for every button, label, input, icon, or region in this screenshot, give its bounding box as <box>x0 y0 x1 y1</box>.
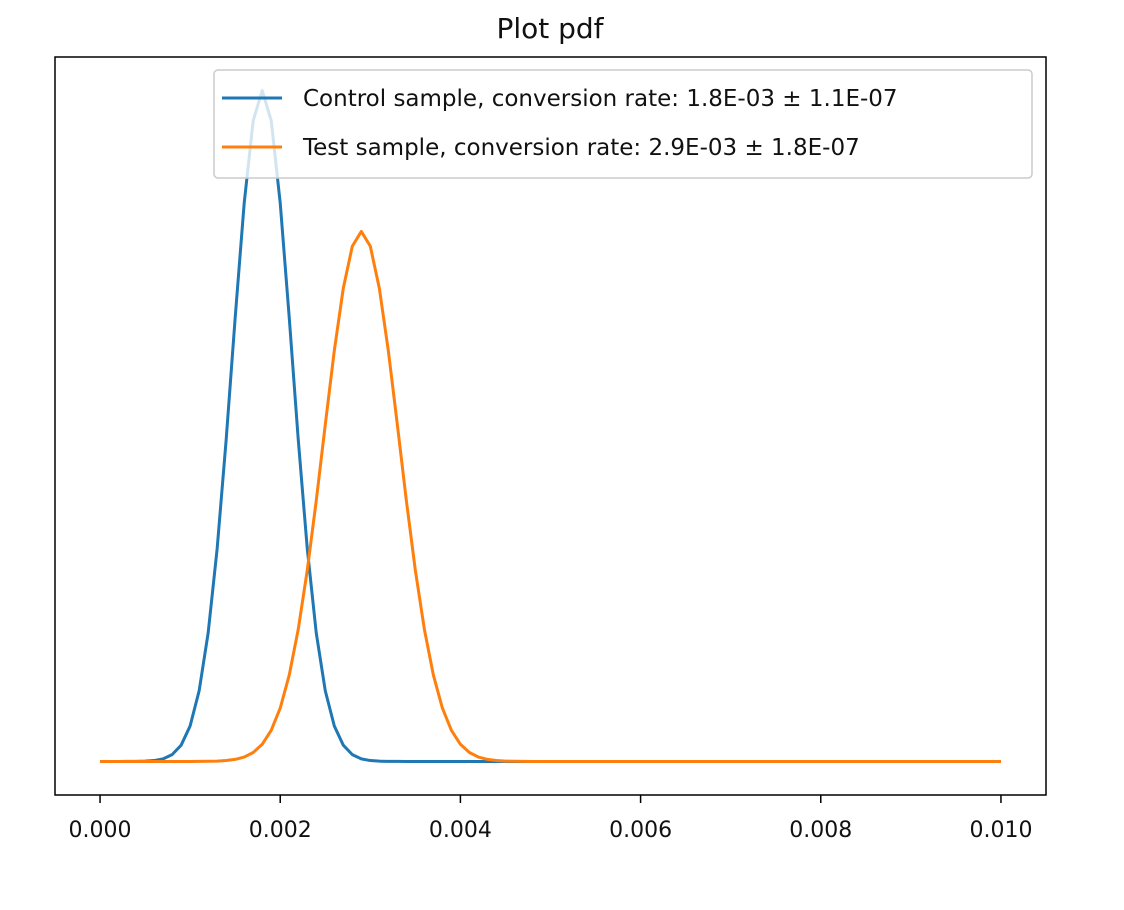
legend-label-test: Test sample, conversion rate: 2.9E-03 ± … <box>302 135 860 161</box>
x-tick-label: 0.010 <box>969 818 1032 843</box>
chart-title: Plot pdf <box>496 12 604 45</box>
x-tick-label: 0.002 <box>249 818 312 843</box>
legend: Control sample, conversion rate: 1.8E-03… <box>213 69 1033 179</box>
x-tick-label: 0.004 <box>429 818 492 843</box>
x-tick-label: 0.008 <box>789 818 852 843</box>
plot-area-frame <box>54 56 1047 796</box>
legend-label-control: Control sample, conversion rate: 1.8E-03… <box>303 86 898 112</box>
series-lines <box>100 89 1001 763</box>
x-axis-ticks: 0.000 0.002 0.004 0.006 0.008 0.010 <box>69 795 1032 843</box>
x-tick-label: 0.000 <box>69 818 132 843</box>
series-line-0 <box>100 89 1001 763</box>
series-line-1 <box>100 229 1001 763</box>
legend-box <box>213 69 1033 179</box>
x-tick-label: 0.006 <box>609 818 672 843</box>
